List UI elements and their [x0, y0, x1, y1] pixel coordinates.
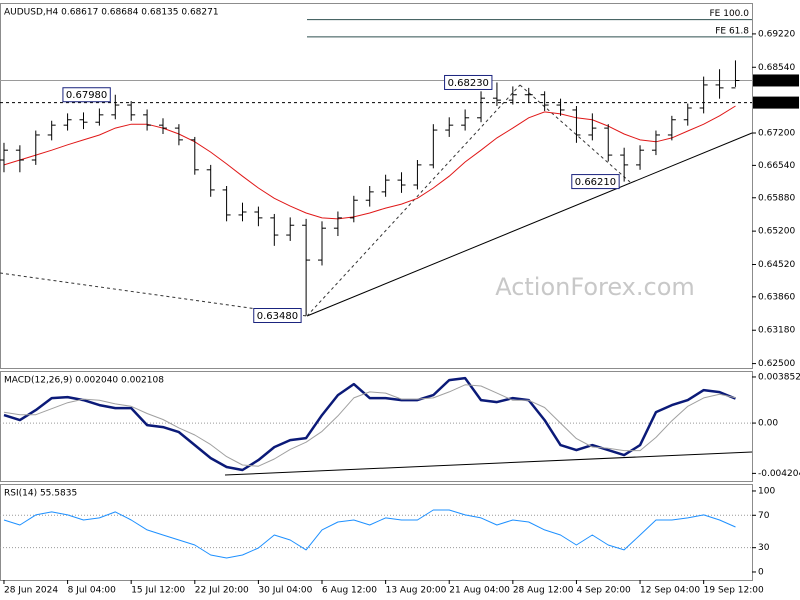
- price-tag-label: 0.67820: [758, 99, 795, 109]
- price-tag-label: 0.68271: [758, 76, 795, 86]
- x-tick-label: 28 Aug 12:00: [513, 586, 574, 596]
- x-tick-label: 30 Jul 04:00: [258, 586, 312, 596]
- series-line: [3, 509, 736, 559]
- pane-title: AUDUSD,H4 0.68617 0.68684 0.68135 0.6827…: [4, 8, 219, 18]
- moving-average: [3, 105, 736, 220]
- x-tick-label: 28 Jun 2024: [4, 586, 58, 596]
- y-tick-label: 0.62500: [758, 359, 795, 369]
- rsi-pane: [0, 484, 753, 581]
- y-tick-label: -0.004204: [758, 469, 800, 479]
- y-tick-label: 0.66540: [758, 161, 795, 171]
- y-tick-label: 0.65200: [758, 227, 795, 237]
- fe-label: FE 100.0: [710, 9, 750, 19]
- trendline-dashed: [519, 84, 631, 183]
- y-tick-label: 70: [758, 511, 770, 521]
- y-tick-label: 0.63180: [758, 326, 795, 336]
- y-tick-label: 30: [758, 543, 770, 553]
- annotation-label: 0.66210: [575, 177, 616, 188]
- y-tick-label: 0.65880: [758, 193, 795, 203]
- y-tick-label: 0: [758, 567, 764, 577]
- y-tick-label: 0.69220: [758, 29, 795, 39]
- x-tick-label: 4 Sep 20:00: [576, 586, 631, 596]
- y-tick-label: 0.68540: [758, 63, 795, 73]
- series-line: [3, 384, 736, 467]
- x-tick-label: 19 Sep 12:00: [704, 586, 764, 596]
- fe-label: FE 61.8: [715, 26, 749, 36]
- price-pane: [0, 3, 753, 369]
- price-tag: [753, 96, 799, 109]
- annotation-box: [571, 174, 620, 190]
- x-tick-label: 6 Aug 12:00: [322, 586, 377, 596]
- x-tick-label: 15 Jul 12:00: [131, 586, 185, 596]
- x-tick-label: 22 Jul 20:00: [195, 586, 249, 596]
- macd-trendline: [224, 451, 753, 476]
- macd-pane: [0, 371, 753, 482]
- pane-title: RSI(14) 55.5835: [4, 489, 77, 499]
- price-tag: [753, 74, 799, 87]
- x-tick-label: 8 Jul 04:00: [68, 586, 117, 596]
- y-tick-label: 0.63860: [758, 292, 795, 302]
- trendline: [306, 132, 753, 317]
- annotation-label: 0.68230: [448, 78, 489, 89]
- x-tick-label: 13 Aug 20:00: [386, 586, 447, 596]
- series-line: [3, 376, 736, 472]
- annotation-box: [253, 308, 302, 324]
- x-tick-label: 21 Aug 04:00: [449, 586, 510, 596]
- y-tick-label: 0.67200: [758, 129, 795, 139]
- annotation-label: 0.63480: [257, 311, 298, 322]
- y-tick-label: 0.003852: [758, 372, 800, 382]
- pane-title: MACD(12,26,9) 0.002040 0.002108: [4, 376, 164, 386]
- annotation-box: [62, 87, 111, 103]
- annotation-label: 0.67980: [66, 90, 107, 101]
- annotation-box: [444, 74, 493, 90]
- watermark: ActionForex.com: [495, 273, 695, 301]
- y-tick-label: 0.64520: [758, 260, 795, 270]
- y-tick-label: 100: [758, 486, 775, 496]
- trendline-dashed: [306, 84, 521, 317]
- x-tick-label: 12 Sep 04:00: [640, 586, 700, 596]
- y-tick-label: 0.00: [758, 419, 778, 429]
